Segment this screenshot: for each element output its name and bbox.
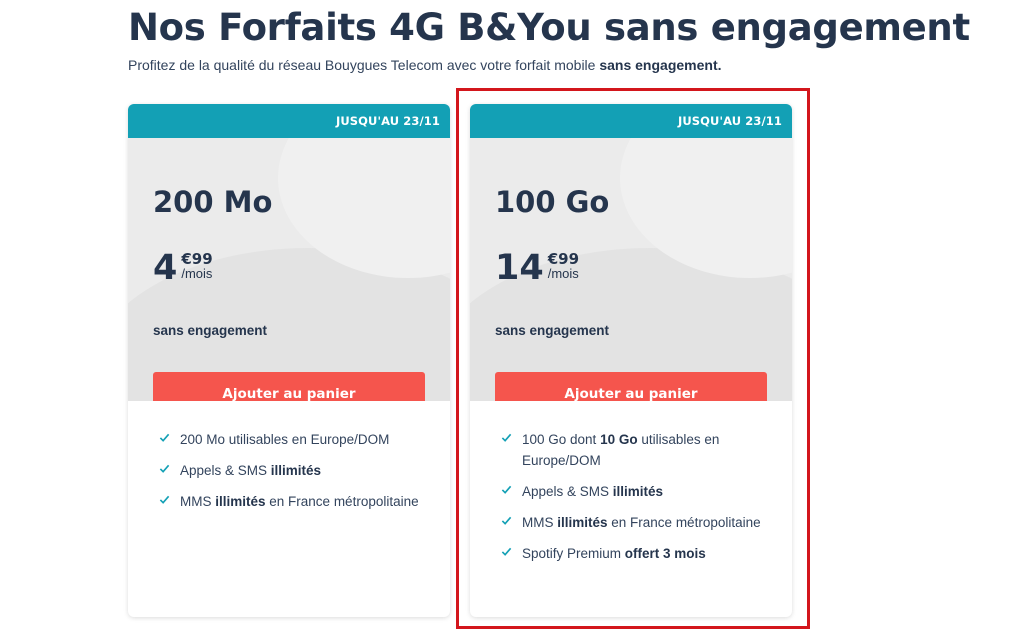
price-cents: €99 (547, 250, 580, 268)
page-title: Nos Forfaits 4G B&You sans engagement (128, 6, 970, 49)
plan-header: 100 Go 14 €99 /mois sans engagement Ajou… (470, 138, 792, 401)
feature-bold: illimités (270, 463, 322, 478)
promo-banner: JUSQU'AU 23/11 (128, 104, 450, 138)
add-to-cart-button[interactable]: Ajouter au panier (153, 372, 425, 401)
feature-item: 200 Mo utilisables en Europe/DOM (156, 429, 430, 450)
plan-price: 4 €99 /mois (153, 248, 213, 288)
feature-text: Appels & SMS (522, 484, 613, 499)
feature-text: Appels & SMS (180, 463, 271, 478)
feature-text-end: en France métropolitaine (265, 494, 419, 509)
check-icon (501, 516, 512, 525)
feature-text: 200 Mo utilisables en Europe/DOM (180, 432, 390, 447)
price-side: €99 /mois (181, 252, 212, 281)
check-icon (159, 433, 170, 442)
feature-item: Appels & SMS illimités (156, 460, 430, 481)
feature-list: 200 Mo utilisables en Europe/DOM Appels … (128, 401, 450, 512)
price-period: /mois (547, 266, 579, 281)
plan-header: 200 Mo 4 €99 /mois sans engagement Ajout… (128, 138, 450, 401)
feature-bold: offert 3 mois (624, 546, 706, 561)
price-cents: €99 (181, 250, 213, 268)
price-period: /mois (181, 266, 213, 281)
feature-text-end: utilisables en Europe/DOM (522, 432, 720, 468)
feature-text: Spotify Premium (522, 546, 625, 561)
feature-bold: 10 Go (600, 432, 638, 447)
plan-data-amount: 200 Mo (153, 185, 273, 219)
feature-list: 100 Go dont 10 Go utilisables en Europe/… (470, 401, 792, 564)
feature-text: 100 Go dont (522, 432, 601, 447)
price-side: €99 /mois (548, 252, 579, 281)
plan-data-amount: 100 Go (495, 185, 610, 219)
feature-bold: illimités (215, 494, 266, 509)
promo-banner: JUSQU'AU 23/11 (470, 104, 792, 138)
feature-text-end: en France métropolitaine (607, 515, 761, 530)
check-icon (159, 495, 170, 504)
feature-item: Spotify Premium offert 3 mois (498, 543, 772, 564)
check-icon (159, 464, 170, 473)
plan-price: 14 €99 /mois (495, 248, 579, 288)
commitment-label: sans engagement (153, 323, 268, 338)
subtitle-bold: sans engagement. (599, 57, 722, 73)
feature-item: MMS illimités en France métropolitaine (498, 512, 772, 533)
price-integer: 4 (153, 248, 178, 288)
add-to-cart-button[interactable]: Ajouter au panier (495, 372, 767, 401)
feature-text: MMS (522, 515, 558, 530)
plan-card-100go: JUSQU'AU 23/11 100 Go 14 €99 /mois sans … (470, 104, 792, 617)
price-integer: 14 (495, 248, 544, 288)
check-icon (501, 547, 512, 556)
check-icon (501, 433, 512, 442)
plan-card-200mo: JUSQU'AU 23/11 200 Mo 4 €99 /mois sans e… (128, 104, 450, 617)
feature-text: MMS (180, 494, 216, 509)
feature-bold: illimités (612, 484, 664, 499)
feature-item: MMS illimités en France métropolitaine (156, 491, 430, 512)
commitment-label: sans engagement (495, 323, 610, 338)
check-icon (501, 485, 512, 494)
feature-bold: illimités (557, 515, 608, 530)
feature-item: Appels & SMS illimités (498, 481, 772, 502)
page-subtitle: Profitez de la qualité du réseau Bouygue… (128, 57, 722, 73)
subtitle-text: Profitez de la qualité du réseau Bouygue… (128, 57, 600, 73)
feature-item: 100 Go dont 10 Go utilisables en Europe/… (498, 429, 772, 471)
